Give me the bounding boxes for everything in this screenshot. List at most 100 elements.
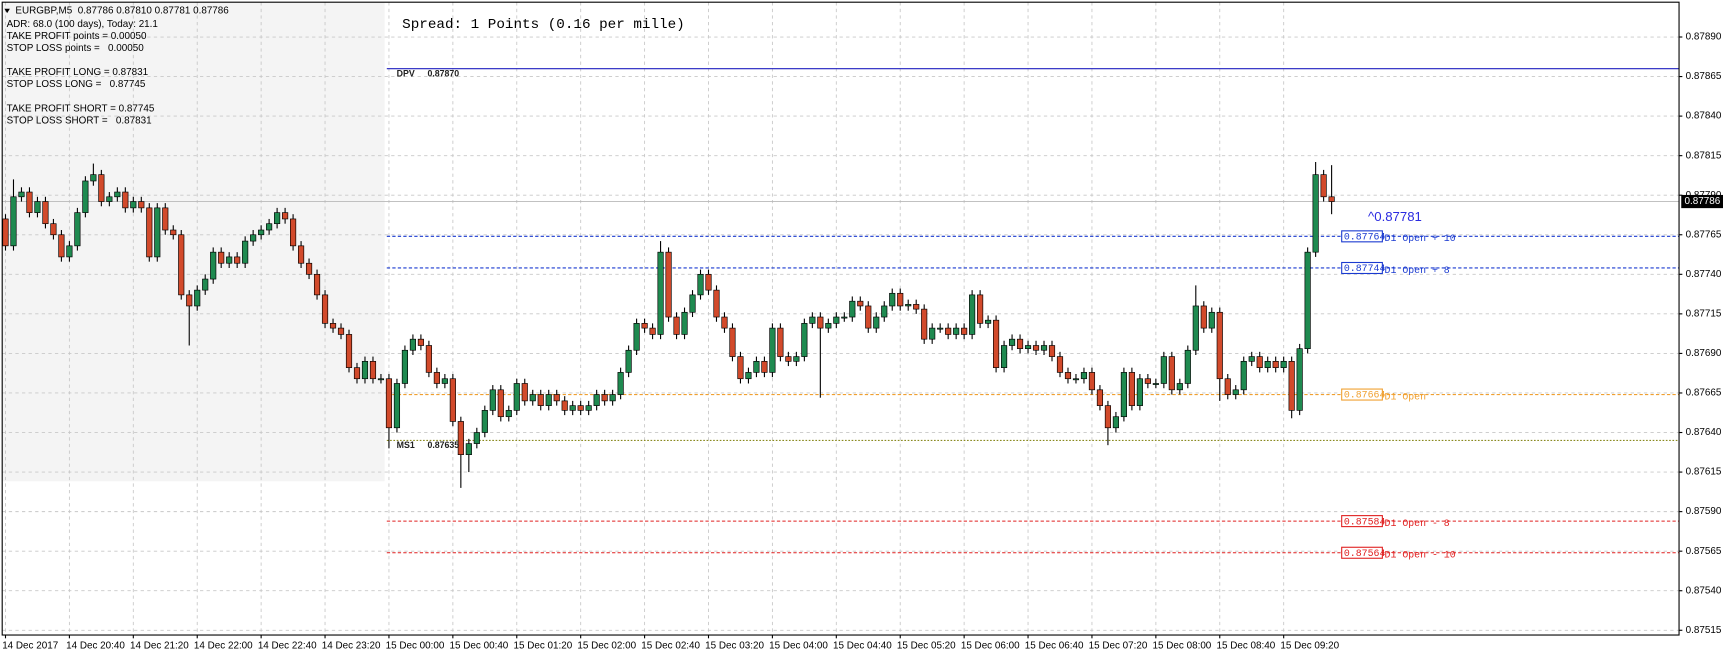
y-tick-label: 0.87690 xyxy=(1686,348,1722,359)
candle-body xyxy=(90,174,97,182)
candle-body xyxy=(1112,416,1119,429)
y-tick-label: 0.87840 xyxy=(1686,111,1722,122)
level-label: 0.87635 xyxy=(427,440,459,450)
candle-body xyxy=(513,383,520,411)
labels: 0.878900.878650.878400.878150.877900.877… xyxy=(2,32,1723,652)
info-line: TAKE PROFIT points = 0.00050 xyxy=(7,31,147,42)
candle-body xyxy=(26,191,33,213)
y-tick-label: 0.87765 xyxy=(1686,229,1722,240)
candle-body xyxy=(801,323,808,357)
candle-body xyxy=(929,327,936,340)
candle-body xyxy=(489,389,496,411)
candle-body xyxy=(441,378,448,384)
candle-body xyxy=(665,251,672,318)
candle-body xyxy=(1016,338,1024,350)
symbol-line: EURGBP,M5 0.87786 0.87810 0.87781 0.8778… xyxy=(15,6,229,17)
spread-text: Spread: 1 Points (0.16 per mille) xyxy=(402,17,685,33)
candle-body xyxy=(721,316,728,329)
candle-body xyxy=(1288,360,1295,411)
candle-body xyxy=(353,367,361,380)
candle-body xyxy=(753,360,760,373)
candle-body xyxy=(186,294,193,307)
y-tick-label: 0.87815 xyxy=(1686,150,1722,161)
candle-body xyxy=(106,196,113,202)
candle-body xyxy=(266,223,273,231)
info-panel xyxy=(2,2,385,482)
candle-body xyxy=(633,323,640,351)
candle-body xyxy=(1208,311,1215,329)
candle-body xyxy=(66,245,73,258)
candle-body xyxy=(1304,251,1311,350)
candle-body xyxy=(1192,305,1199,351)
y-tick-label: 0.87715 xyxy=(1686,308,1722,319)
plot-frame xyxy=(1,1,1680,636)
y-tick-label: 0.87515 xyxy=(1686,625,1722,636)
candle-body xyxy=(905,304,912,307)
candle-body xyxy=(961,327,968,335)
level-label: 0.87870 xyxy=(427,68,459,78)
candle-body xyxy=(1264,360,1271,368)
candle-body xyxy=(937,327,944,330)
x-tick-label: 14 Dec 22:00 xyxy=(194,641,253,652)
level-box xyxy=(1341,261,1383,275)
candle-body xyxy=(449,378,456,422)
y-tick-label: 0.87590 xyxy=(1686,506,1722,517)
candle-body xyxy=(497,389,504,418)
candle-body xyxy=(305,262,313,275)
candle-body xyxy=(865,305,872,329)
candle-body xyxy=(1056,356,1064,373)
candle-body xyxy=(297,245,305,264)
level-name: D1 Open - 8 xyxy=(1385,518,1450,529)
candle-body xyxy=(553,394,560,402)
candle-body xyxy=(737,356,744,380)
candle-body xyxy=(34,201,41,213)
candle-body xyxy=(50,223,57,236)
candle-body xyxy=(1216,311,1223,380)
candle-body xyxy=(825,323,832,329)
candle-body xyxy=(953,327,960,335)
candle-body xyxy=(1080,372,1088,380)
info-line: TAKE PROFIT LONG = 0.87831 xyxy=(7,67,149,78)
candle-body xyxy=(457,421,464,455)
candle-body xyxy=(521,383,528,402)
candle-body xyxy=(1128,372,1135,406)
candle-body xyxy=(1312,174,1319,253)
candle-body xyxy=(1200,305,1207,329)
candle-body xyxy=(218,251,225,264)
candle-body xyxy=(1328,196,1335,202)
level-label: 0.87664 xyxy=(1344,390,1386,401)
candle-body xyxy=(1232,389,1239,395)
collapse-triangle[interactable] xyxy=(4,8,10,14)
y-tick-label: 0.87740 xyxy=(1686,269,1722,280)
candle-body xyxy=(809,316,816,324)
candle-body xyxy=(577,405,584,411)
candle-body xyxy=(1176,383,1183,391)
candle-body xyxy=(178,234,185,296)
candle-body xyxy=(138,201,145,209)
y-tick-label: 0.87865 xyxy=(1686,71,1722,82)
level-name: D1 Open + 8 xyxy=(1385,265,1450,276)
candle-body xyxy=(625,349,632,373)
price-annotation: ^0.87781 xyxy=(1368,209,1422,224)
candle-body xyxy=(585,405,592,411)
candle-body xyxy=(569,405,576,411)
last-price-label: 0.87786 xyxy=(1685,196,1721,207)
candle-body xyxy=(913,304,920,310)
candle-body xyxy=(529,394,536,402)
candle-body xyxy=(1040,345,1048,351)
level-label: 0.87764 xyxy=(1344,232,1386,243)
candle-body xyxy=(1272,360,1279,368)
candle-body xyxy=(42,201,49,225)
candle-body xyxy=(202,278,209,291)
y-tick-label: 0.87640 xyxy=(1686,427,1722,438)
candle-body xyxy=(242,240,249,264)
candle-body xyxy=(1008,338,1016,346)
candle-body xyxy=(673,316,680,335)
candle-body xyxy=(729,327,736,357)
x-tick-label: 14 Dec 20:40 xyxy=(66,641,125,652)
candle-body xyxy=(74,212,81,247)
candle-body xyxy=(993,319,1000,368)
candle-body xyxy=(250,234,257,242)
candle-body xyxy=(681,311,688,335)
